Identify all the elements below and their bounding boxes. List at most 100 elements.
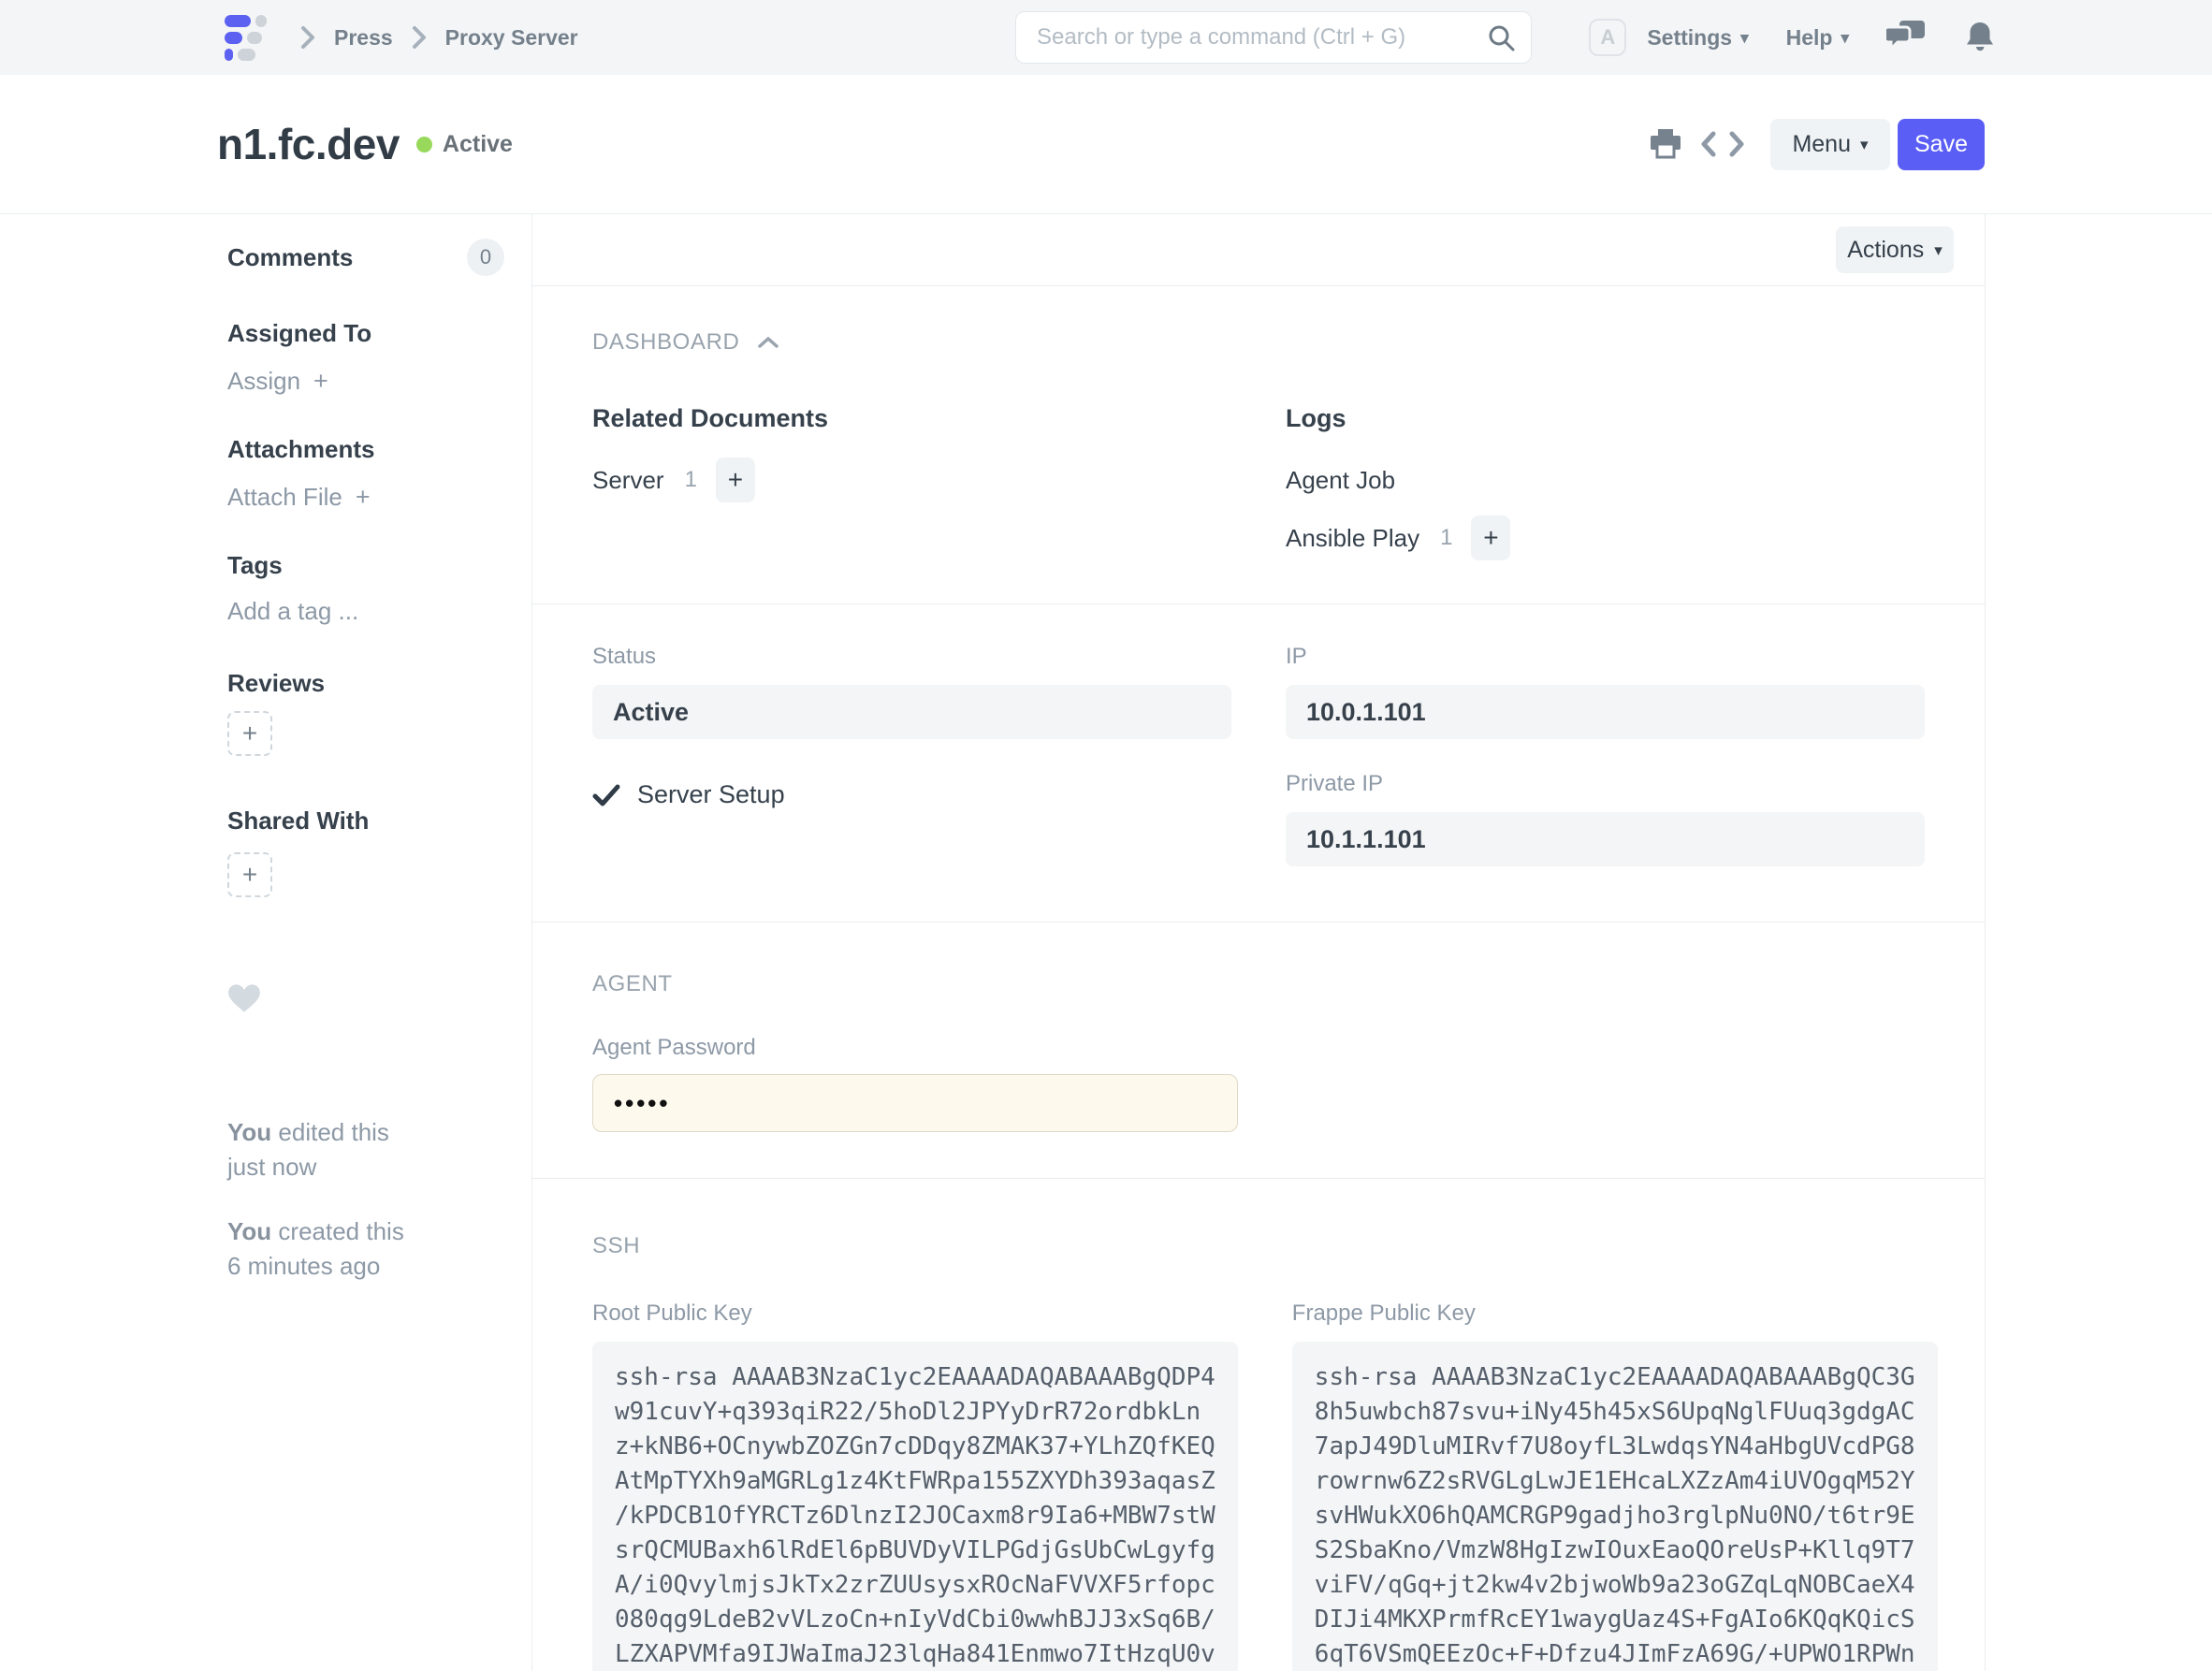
settings-menu[interactable]: Settings ▾ (1647, 25, 1748, 51)
app-logo[interactable] (225, 14, 267, 61)
logo-shape (225, 48, 233, 61)
breadcrumb-chevron-icon (298, 24, 317, 51)
comments-label: Comments (227, 242, 354, 271)
agent-section-label: AGENT (592, 971, 673, 996)
plus-icon: + (1483, 523, 1499, 552)
prev-document-icon[interactable] (1699, 130, 1718, 158)
chevron-down-icon: ▾ (1841, 28, 1849, 47)
agent-job-link[interactable]: Agent Job (1286, 465, 1396, 494)
avatar-letter: A (1600, 25, 1616, 49)
chevron-down-icon: ▾ (1740, 28, 1749, 47)
dashboard-section-label: DASHBOARD (592, 329, 740, 355)
plus-icon: + (313, 367, 328, 395)
add-server-button[interactable]: + (715, 458, 755, 502)
form-content: Actions ▾ DASHBOARD Related Documents Se… (531, 214, 1986, 1671)
attach-file-label: Attach File (227, 483, 342, 511)
server-setup-label: Server Setup (637, 780, 785, 808)
private-ip-field[interactable]: 10.1.1.101 (1286, 812, 1925, 866)
server-setup-checkbox[interactable]: Server Setup (592, 780, 1231, 809)
root-public-key-label: Root Public Key (592, 1300, 752, 1326)
menu-button[interactable]: Menu ▾ (1770, 118, 1890, 170)
chevron-down-icon: ▾ (1934, 240, 1943, 259)
add-tag-button[interactable]: Add a tag ... (227, 597, 359, 625)
breadcrumb-item-proxy-server[interactable]: Proxy Server (444, 24, 578, 50)
global-search (1015, 11, 1532, 64)
like-heart-icon[interactable] (227, 983, 508, 1018)
plus-icon: + (241, 860, 258, 889)
ip-field-label: IP (1286, 644, 1307, 669)
agent-password-field[interactable]: ••••• (592, 1074, 1238, 1132)
logo-shape (255, 14, 267, 27)
search-input[interactable] (1015, 11, 1532, 64)
private-ip-field-label: Private IP (1286, 771, 1384, 796)
chat-icon[interactable] (1886, 21, 1926, 54)
sidebar-item-comments[interactable]: Comments 0 (227, 239, 504, 276)
shared-with-heading: Shared With (227, 806, 370, 835)
breadcrumb-chevron-icon (410, 24, 429, 51)
agent-password-label: Agent Password (592, 1035, 756, 1060)
status-indicator-label: Active (442, 130, 513, 157)
created-note: You created this 6 minutes ago (227, 1214, 415, 1284)
reviews-heading: Reviews (227, 669, 326, 697)
frappe-public-key-label: Frappe Public Key (1291, 1300, 1476, 1326)
print-icon[interactable] (1649, 128, 1682, 160)
status-indicator-dot (415, 136, 432, 153)
collapse-chevron-up-icon[interactable] (756, 335, 780, 350)
breadcrumb-item-press[interactable]: Press (334, 24, 393, 50)
notifications-bell-icon[interactable] (1965, 21, 1995, 54)
add-ansible-play-button[interactable]: + (1471, 516, 1511, 560)
check-icon (592, 784, 620, 806)
page-title: n1.fc.dev (217, 120, 400, 168)
logo-shape (247, 31, 262, 44)
next-document-icon[interactable] (1727, 130, 1746, 158)
chevron-down-icon: ▾ (1860, 135, 1869, 153)
logo-shape (225, 14, 251, 27)
add-share-button[interactable]: + (227, 852, 272, 897)
help-menu[interactable]: Help ▾ (1786, 25, 1849, 51)
attach-file-button[interactable]: Attach File + (227, 483, 508, 512)
edited-text: edited this just now (227, 1118, 389, 1181)
actions-button-label: Actions (1847, 236, 1925, 263)
agent-section: AGENT Agent Password ••••• (532, 923, 1985, 1179)
created-who: You (227, 1217, 272, 1245)
help-label: Help (1785, 24, 1833, 50)
save-button[interactable]: Save (1898, 118, 1985, 170)
assigned-to-heading: Assigned To (227, 319, 372, 347)
tags-heading: Tags (227, 551, 283, 579)
page-header: n1.fc.dev Active Menu ▾ Save (0, 75, 2212, 213)
server-count: 1 (684, 467, 697, 492)
attachments-heading: Attachments (227, 435, 375, 463)
server-link[interactable]: Server (592, 465, 664, 494)
ip-field[interactable]: 10.0.1.101 (1286, 685, 1925, 739)
frappe-public-key-field[interactable]: ssh-rsa AAAAB3NzaC1yc2EAAAADAQABAAABgQC3… (1291, 1342, 1938, 1671)
add-review-button[interactable]: + (227, 711, 272, 756)
related-documents-title: Related Documents (592, 404, 829, 432)
ssh-section-label: SSH (592, 1233, 641, 1258)
assign-button[interactable]: Assign + (227, 367, 508, 396)
ssh-section: SSH Root Public Key ssh-rsa AAAAB3NzaC1y… (532, 1179, 1985, 1671)
status-field[interactable]: Active (592, 685, 1231, 739)
actions-button[interactable]: Actions ▾ (1836, 226, 1954, 273)
dashboard-section: DASHBOARD Related Documents Server 1 + (532, 286, 1985, 604)
plus-icon: + (241, 719, 258, 748)
log-ansible-play-row: Ansible Play 1 + (1286, 516, 1925, 560)
comments-count-badge: 0 (467, 239, 504, 276)
created-text: created this 6 minutes ago (227, 1217, 404, 1280)
plus-icon: + (355, 483, 371, 511)
settings-label: Settings (1647, 24, 1733, 50)
logo-shape (225, 31, 242, 44)
plus-icon: + (727, 465, 744, 494)
status-section: Status Active Server Setup IP 10.0.1.101… (532, 604, 1985, 923)
search-icon (1487, 23, 1517, 58)
ansible-play-count: 1 (1440, 525, 1453, 550)
actions-row: Actions ▾ (532, 214, 1985, 286)
related-doc-server-row: Server 1 + (592, 458, 1231, 502)
top-navbar: Press Proxy Server A Settings ▾ Help ▾ (0, 0, 2212, 75)
root-public-key-field[interactable]: ssh-rsa AAAAB3NzaC1yc2EAAAADAQABAAABgQDP… (592, 1342, 1238, 1671)
menu-button-label: Menu (1792, 130, 1851, 157)
logs-title: Logs (1286, 404, 1346, 432)
ansible-play-link[interactable]: Ansible Play (1286, 523, 1420, 552)
edited-note: You edited this just now (227, 1115, 396, 1184)
status-field-label: Status (592, 644, 657, 669)
avatar[interactable]: A (1589, 19, 1627, 56)
